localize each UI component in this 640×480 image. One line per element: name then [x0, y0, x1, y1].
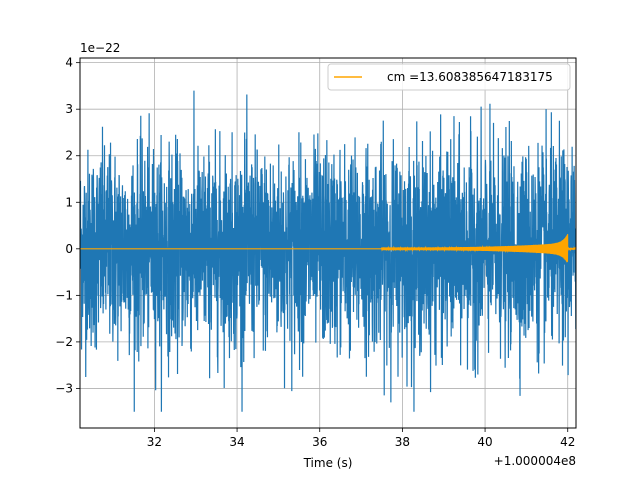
y-tick-label: −2	[55, 335, 73, 349]
plot-frame	[79, 57, 577, 429]
y-scale-label: 1e−22	[80, 41, 120, 55]
x-tick-label: 34	[229, 435, 244, 449]
y-axis: −3 −2 −1 0 1 2 3 4	[55, 56, 80, 395]
x-axis-label: Time (s)	[303, 456, 353, 470]
x-tick-label: 38	[395, 435, 410, 449]
y-tick-label: −3	[55, 381, 73, 395]
x-offset-label: +1.000004e8	[494, 454, 576, 468]
x-tick-label: 32	[147, 435, 162, 449]
x-tick-label: 36	[312, 435, 327, 449]
legend-box	[327, 63, 571, 91]
series-chirp-line	[80, 234, 576, 263]
y-tick-label: −1	[55, 288, 73, 302]
legend-entry-chirp: cm =13.608385647183175	[387, 70, 553, 84]
y-tick-label: 1	[65, 195, 73, 209]
x-tick-label: 42	[560, 435, 575, 449]
x-axis: 32 34 36 38 40 42	[147, 428, 575, 449]
series-noise-line	[80, 90, 576, 412]
y-tick-label: 4	[65, 56, 73, 70]
legend: cm =13.608385647183175	[327, 63, 571, 91]
y-tick-label: 0	[65, 242, 73, 256]
y-tick-label: 3	[65, 102, 73, 116]
x-tick-label: 40	[477, 435, 492, 449]
y-tick-label: 2	[65, 149, 73, 163]
